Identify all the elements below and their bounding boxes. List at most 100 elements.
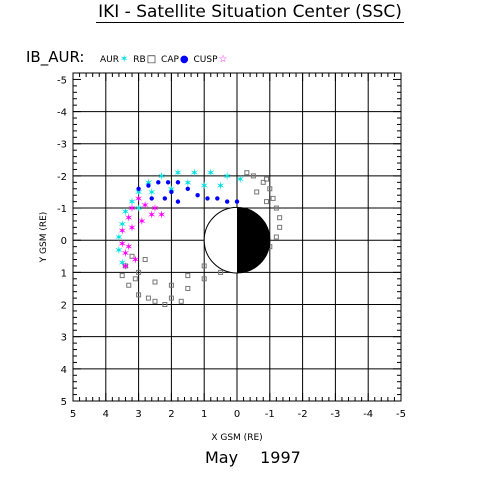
y-tick-label: -5 <box>57 75 67 86</box>
aur-marker: ✶ <box>206 167 215 180</box>
rb-marker <box>264 199 270 205</box>
cusp-marker: ✶ <box>118 237 127 250</box>
y-tick-label: 1 <box>61 268 67 279</box>
star-icon: ✶ <box>120 54 129 65</box>
y-tick-label: -3 <box>57 140 67 151</box>
x-tick-label: -5 <box>396 409 406 420</box>
cusp-marker: ✶ <box>124 241 133 254</box>
rb-marker <box>152 298 158 304</box>
legend-cusp: CUSP☆ <box>194 54 228 65</box>
rb-marker <box>264 176 270 182</box>
legend-aur-label: AUR <box>100 55 119 65</box>
rb-marker <box>273 205 279 211</box>
cusp-marker: ✶ <box>118 225 127 238</box>
legend-cap: CAP● <box>161 54 189 65</box>
rb-marker <box>254 189 260 195</box>
cusp-marker: ✶ <box>124 212 133 225</box>
y-tick-label: 3 <box>61 333 67 344</box>
rb-marker <box>270 195 276 201</box>
legend-rb-label: RB <box>133 55 146 65</box>
plot-frame <box>72 72 402 402</box>
rb-marker <box>168 282 174 288</box>
cusp-marker: ✶ <box>147 208 156 221</box>
cap-marker <box>205 196 210 201</box>
rb-marker <box>142 257 148 263</box>
y-tick-label: 4 <box>61 365 67 376</box>
rb-marker <box>119 273 125 279</box>
rb-marker <box>267 186 273 192</box>
legend-cusp-label: CUSP <box>193 55 218 65</box>
y-tick-label: -2 <box>57 172 67 183</box>
date-month: May <box>205 448 239 467</box>
aur-marker: ✶ <box>200 180 209 193</box>
rb-marker <box>152 279 158 285</box>
rb-marker <box>178 298 184 304</box>
rb-marker <box>132 276 138 282</box>
cap-marker <box>136 186 141 191</box>
aur-marker: ✶ <box>190 167 199 180</box>
y-tick-label: 2 <box>61 301 67 312</box>
cap-marker <box>156 180 161 185</box>
rb-marker <box>260 179 266 185</box>
cusp-marker: ✶ <box>121 247 130 260</box>
cap-marker <box>175 180 181 185</box>
aur-marker: ✶ <box>147 186 156 199</box>
y-axis-label: Y GSM (RE) <box>39 212 49 264</box>
rb-marker <box>267 244 273 250</box>
cusp-marker: ✶ <box>141 199 150 212</box>
aur-marker: ✶ <box>134 202 143 215</box>
date-label: May 1997 <box>205 448 323 467</box>
cap-marker <box>215 196 220 201</box>
aur-marker: ✶ <box>118 257 127 270</box>
cap-marker <box>162 196 168 201</box>
x-tick-label: -2 <box>298 409 308 420</box>
legend: AUR✶ RB□ CAP● CUSP☆ <box>100 54 230 65</box>
x-tick-label: -1 <box>265 409 275 420</box>
date-year: 1997 <box>260 448 301 467</box>
cap-marker <box>185 186 190 191</box>
cusp-marker: ✶ <box>150 202 159 215</box>
x-tick-label: 2 <box>168 409 174 420</box>
aur-marker: ✶ <box>127 196 136 209</box>
rb-marker <box>257 257 263 263</box>
cusp-marker: ✶ <box>127 202 136 215</box>
aur-marker: ✶ <box>114 244 123 257</box>
aur-marker: ✶ <box>167 183 176 196</box>
x-tick-label: 4 <box>103 409 109 420</box>
cap-marker <box>146 183 151 188</box>
y-tick-label: -4 <box>57 108 67 119</box>
rb-marker <box>273 234 279 240</box>
rb-marker <box>185 273 191 279</box>
rb-marker <box>277 215 283 221</box>
chart-title: IKI - Satellite Situation Center (SSC) <box>0 2 500 23</box>
aur-marker: ✶ <box>157 170 166 183</box>
legend-cap-label: CAP <box>161 55 179 65</box>
cusp-marker: ✶ <box>127 221 136 234</box>
satellite-label: IB_AUR: <box>26 48 85 66</box>
y-tick-label: 0 <box>61 236 67 247</box>
cap-marker <box>165 180 171 185</box>
x-axis-label: X GSM (RE) <box>211 433 262 443</box>
cap-marker <box>195 192 200 198</box>
cusp-marker: ✶ <box>131 254 140 267</box>
aur-marker: ✶ <box>144 176 153 189</box>
cusp-marker: ✶ <box>137 215 146 228</box>
cusp-marker: ✶ <box>134 192 143 205</box>
aur-marker: ✶ <box>121 205 130 218</box>
dot-icon: ● <box>179 54 189 65</box>
aur-marker: ✶ <box>236 173 245 186</box>
rb-marker <box>136 292 142 298</box>
aur-marker: ✶ <box>173 167 182 180</box>
x-tick-label: -3 <box>330 409 340 420</box>
y-tick-label: 5 <box>61 397 67 408</box>
star-icon: ☆ <box>218 54 228 65</box>
x-tick-label: -4 <box>363 409 373 420</box>
aur-marker: ✶ <box>216 180 225 193</box>
aur-marker: ✶ <box>134 186 143 199</box>
legend-rb: RB□ <box>133 54 156 65</box>
cap-marker <box>169 189 174 195</box>
rb-marker <box>218 260 224 266</box>
cap-marker <box>175 199 181 204</box>
cusp-marker: ✶ <box>157 208 166 221</box>
